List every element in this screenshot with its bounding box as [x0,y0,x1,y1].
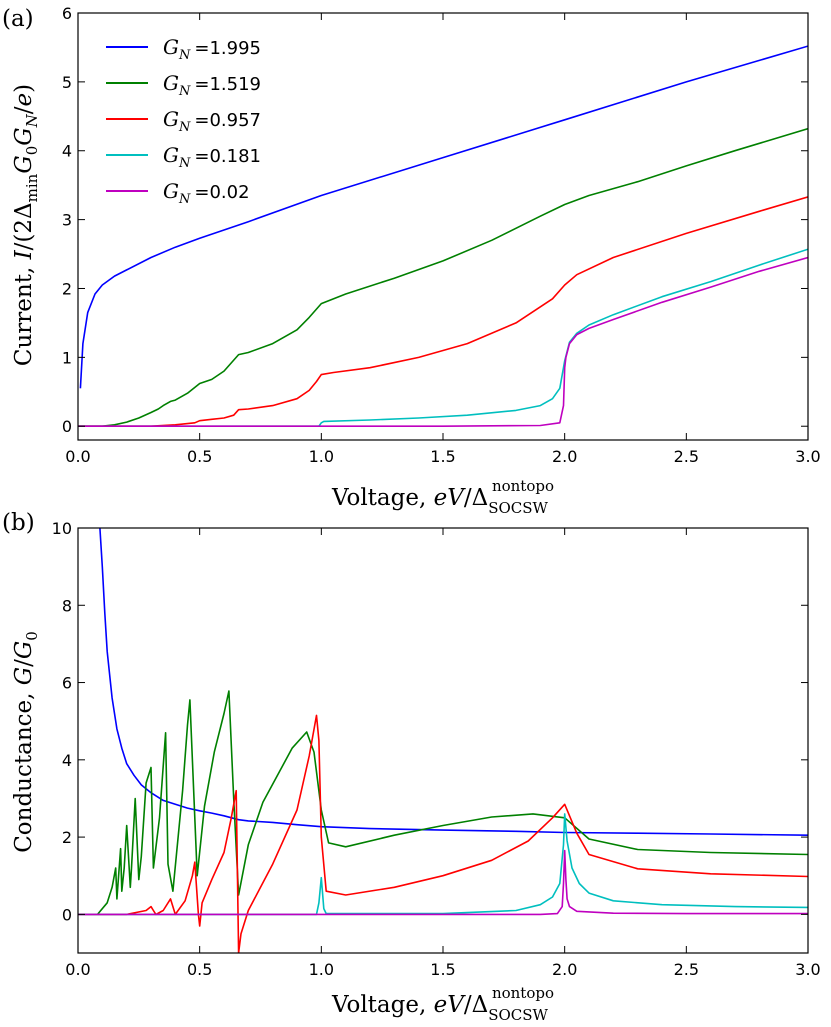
panel-b-series-line-4 [78,849,808,916]
panel-b-xlabel: Voltage, eV/ΔSOCSWnontopo [331,984,554,1024]
panel-a: (a) 0.0 0.5 1.0 1.5 2.0 2.5 3.0 0 1 2 3 4 5 6 Current… [2,4,821,517]
x-tick-label: 2.0 [552,960,577,979]
panel-b-frame [77,527,809,954]
y-tick-label: 10 [52,519,72,538]
panel-b-series-line-1 [96,690,808,915]
x-tick-label: 0.5 [187,960,212,979]
y-tick-label: 4 [62,751,72,770]
panel-b-series-line-2 [78,714,808,953]
y-tick-label: 8 [62,596,72,615]
panel-b-series-line-3 [78,813,808,916]
panel-b-ylabel: Conductance, G/G0 [11,631,41,853]
x-tick-label: 0.0 [65,447,90,466]
x-tick-label: 1.0 [309,447,334,466]
panel-a-series-line-0 [79,45,808,389]
panel-a-ticks: 0.0 0.5 1.0 1.5 2.0 2.5 3.0 0 1 2 3 4 5 6 [62,4,821,466]
x-tick-label: 0.5 [187,447,212,466]
legend-label-3: GN =0.181 [163,143,261,171]
x-tick-label: 1.5 [430,960,455,979]
y-tick-label: 4 [62,142,72,161]
y-tick-label: 6 [62,674,72,693]
panel-b: (b) 0.0 0.5 1.0 1.5 2.0 2.5 3.0 0 2 4 6 8 10 Conduct… [2,510,821,1024]
y-tick-label: 2 [62,279,72,298]
panel-b-label: (b) [2,510,35,536]
panel-b-series [78,528,808,953]
panel-a-series-line-1 [78,127,808,428]
x-tick-label: 2.0 [552,447,577,466]
panel-a-series-line-4 [78,256,808,428]
panel-a-series-line-3 [78,248,808,428]
x-tick-label: 1.5 [430,447,455,466]
y-tick-label: 0 [62,417,72,436]
y-tick-label: 6 [62,4,72,23]
y-tick-label: 3 [62,211,72,230]
y-tick-label: 5 [62,73,72,92]
legend-label-1: GN =1.519 [163,71,261,99]
x-tick-label: 0.0 [65,960,90,979]
legend-label-4: GN =0.02 [163,179,250,207]
panel-a-xlabel: Voltage, eV/ΔSOCSWnontopo [331,477,554,517]
panel-a-series-line-2 [78,196,808,428]
panel-b-ticks: 0.0 0.5 1.0 1.5 2.0 2.5 3.0 0 2 4 6 8 10 [52,519,821,979]
panel-a-ylabel: Current, I/(2ΔminG0GN/e) [11,84,41,366]
panel-a-frame [77,12,809,441]
legend-label-2: GN =0.957 [163,107,261,135]
x-tick-label: 3.0 [795,960,820,979]
panel-a-series [78,45,808,428]
y-tick-label: 1 [62,348,72,367]
y-tick-label: 0 [62,905,72,924]
panel-b-series-line-0 [99,528,808,836]
panel-a-label: (a) [2,6,34,32]
x-tick-label: 1.0 [309,960,334,979]
legend-label-0: GN =1.995 [163,35,261,63]
x-tick-label: 3.0 [795,447,820,466]
x-tick-label: 2.5 [674,960,699,979]
y-tick-label: 2 [62,828,72,847]
panel-a-legend: GN =1.995 GN =1.519 GN =0.957 GN =0.181 GN =0.02 [106,35,261,207]
x-tick-label: 2.5 [674,447,699,466]
